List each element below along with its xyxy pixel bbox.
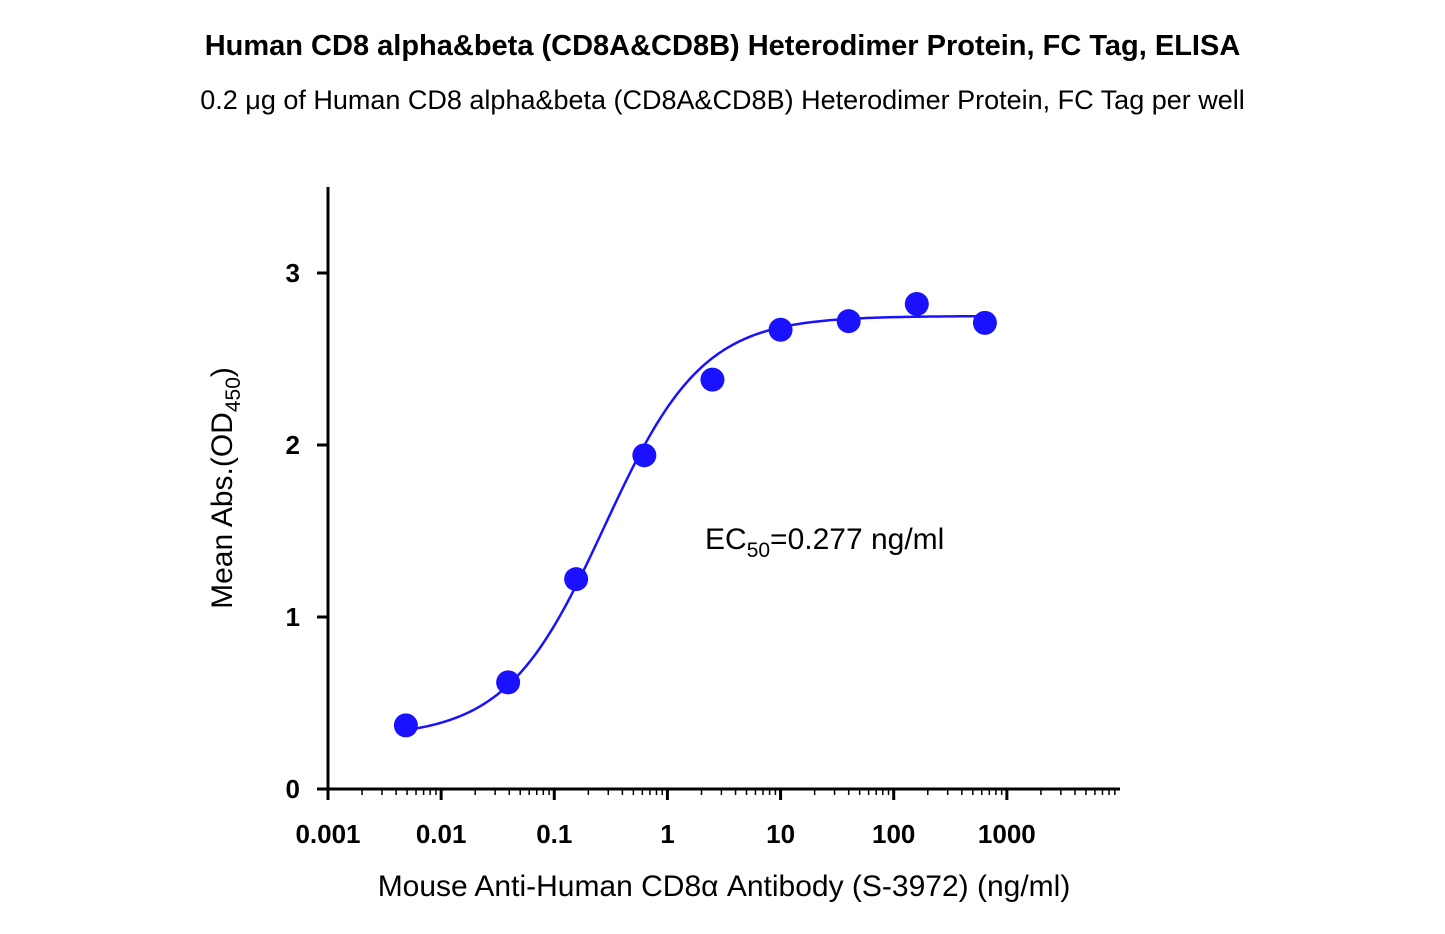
x-tick-label: 0.001 <box>295 819 360 849</box>
chart-subtitle: 0.2 μg of Human CD8 alpha&beta (CD8A&CD8… <box>200 85 1245 115</box>
ec50-prefix: EC <box>705 523 747 556</box>
y-tick-label: 3 <box>286 258 300 288</box>
data-point <box>972 310 997 335</box>
y-axis-label-close: ) <box>206 367 239 377</box>
x-tick-label: 10 <box>766 819 795 849</box>
axes <box>326 187 1120 791</box>
y-axis-ticks: 0 1 2 3 <box>286 258 328 804</box>
y-axis-label-subscript: 450 <box>222 377 245 412</box>
x-tick-label: 1000 <box>978 819 1036 849</box>
data-point <box>904 291 929 316</box>
data-point <box>768 317 793 342</box>
chart-title: Human CD8 alpha&beta (CD8A&CD8B) Heterod… <box>204 30 1241 62</box>
ec50-subscript: 50 <box>747 539 770 562</box>
x-axis-label: Mouse Anti-Human CD8α Antibody (S-3972) … <box>378 870 1071 903</box>
ec50-value: =0.277 ng/ml <box>770 523 944 556</box>
x-tick-label: 0.1 <box>536 819 572 849</box>
x-axis-ticks: 0.001 0.01 0.1 1 10 100 1000 <box>295 789 1116 849</box>
y-tick-label: 1 <box>286 602 300 632</box>
x-tick-label: 1 <box>660 819 674 849</box>
data-point <box>393 713 418 738</box>
data-point <box>700 367 725 392</box>
data-point <box>564 567 589 592</box>
y-axis-label: Mean Abs.(OD450) <box>206 367 245 609</box>
data-point <box>632 443 657 468</box>
y-axis-label-main: Mean Abs.(OD <box>206 412 239 609</box>
y-tick-label: 0 <box>286 774 300 804</box>
data-point <box>836 309 861 334</box>
y-tick-label: 2 <box>286 430 300 460</box>
x-tick-label: 100 <box>872 819 915 849</box>
data-point <box>496 670 521 695</box>
data-points <box>393 291 997 738</box>
x-tick-label: 0.01 <box>416 819 467 849</box>
ec50-annotation: EC50=0.277 ng/ml <box>705 523 944 562</box>
